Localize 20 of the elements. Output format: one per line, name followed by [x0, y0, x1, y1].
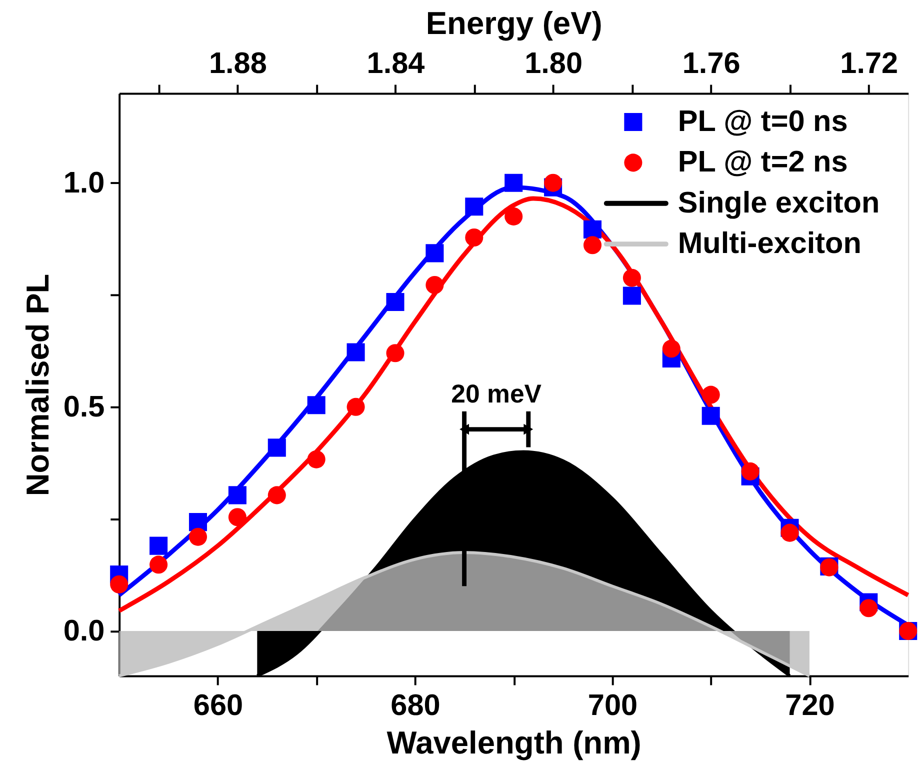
legend-label: PL @ t=2 ns [678, 146, 848, 179]
legend-label: Single exciton [678, 186, 880, 220]
x-axis-title: Wavelength (nm) [386, 724, 642, 761]
x-tick-label: 720 [785, 688, 835, 722]
x2-tick-label: 1.88 [208, 46, 267, 80]
y-tick-label: 0.5 [63, 390, 105, 424]
legend-label: PL @ t=0 ns [678, 104, 848, 138]
x2-tick-label: 1.76 [682, 46, 740, 80]
y-tick-label: 1.0 [63, 166, 105, 200]
x-tick-label: 660 [193, 688, 244, 722]
x-tick-label: 680 [390, 688, 440, 722]
y-tick-label: 0.0 [63, 614, 105, 648]
x2-tick-label: 1.80 [524, 46, 583, 80]
x-tick-label: 700 [588, 688, 638, 722]
legend-label: Multi-exciton [678, 226, 862, 260]
x2-tick-label: 1.72 [840, 46, 898, 80]
x2-tick-label: 1.84 [366, 46, 426, 80]
x2-axis-title: Energy (eV) [426, 5, 602, 42]
annotation: 20 meV [451, 380, 542, 409]
y-axis-title: Normalised PL [19, 274, 56, 496]
